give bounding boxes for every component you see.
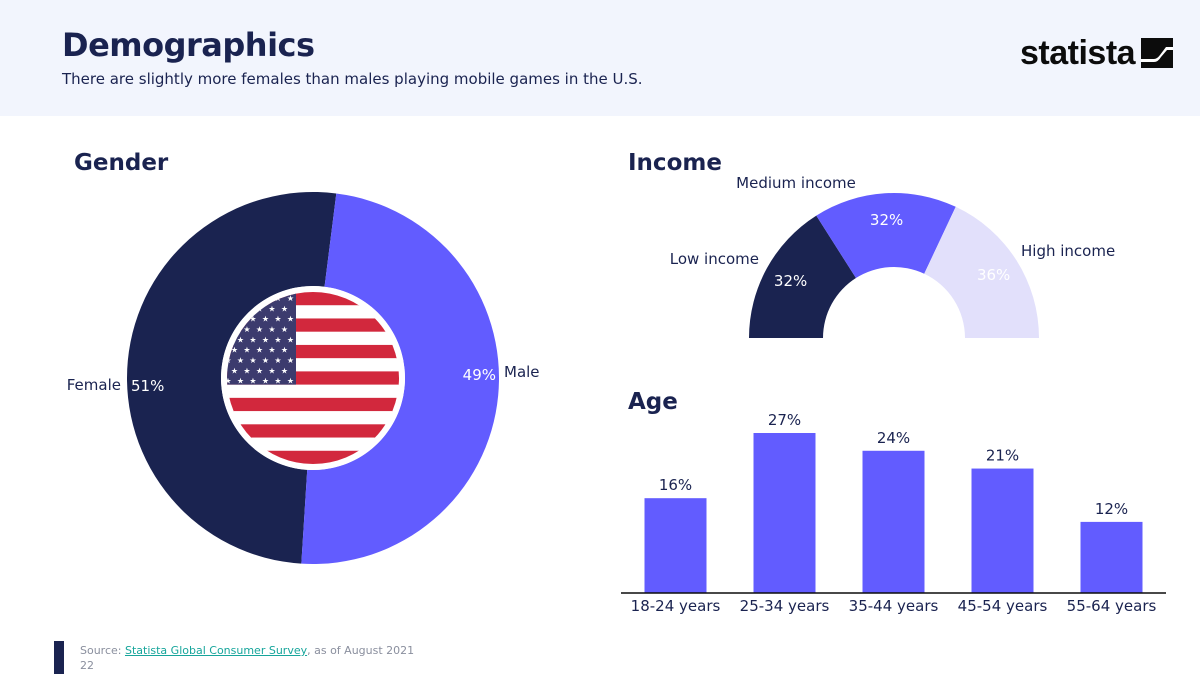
flag-star: ★ [268,366,275,375]
label-high-income: High income [1021,242,1115,260]
flag-star: ★ [287,356,294,365]
tick-45-54-years: 45-54 years [958,597,1048,615]
flag-star: ★ [249,356,256,365]
flag-star: ★ [281,304,288,313]
slice-high-income [924,206,1039,338]
income-title: Income [628,150,722,176]
flag-star: ★ [274,335,281,344]
age-bar-chart: 16% 18-24 years 27% 25-34 years 24% 35-44 yea… [621,411,1166,615]
flag-star: ★ [243,366,250,375]
flag-star: ★ [274,356,281,365]
flag-stripe [227,437,399,452]
flag-star: ★ [249,377,256,386]
logo-icon [1141,38,1174,68]
flag-star: ★ [243,325,250,334]
flag-star: ★ [224,356,231,365]
flag-stripe [227,397,399,412]
flag-star: ★ [231,346,238,355]
flag-star: ★ [262,315,269,324]
label-male: Male [504,363,540,381]
flag-star: ★ [237,356,244,365]
flag-star: ★ [287,315,294,324]
us-flag-icon: ★★★★★★★★★★★★★★★★★★★★★★★★★★★★★★★★★★★★★★★★… [221,286,405,470]
value-male: 49% [463,366,496,384]
value-low-income: 32% [774,272,807,290]
flag-stripe [227,384,399,399]
source-link[interactable]: Statista Global Consumer Survey [124,644,308,657]
value-medium-income: 32% [870,211,903,229]
flag-star: ★ [256,346,263,355]
logo-wordmark: statista [1020,34,1136,72]
income-half-donut-chart: 32% 32% 36% Low income Medium income High inc… [670,174,1115,338]
flag-star: ★ [256,366,263,375]
flag-star: ★ [287,294,294,303]
value-55-64-years: 12% [1095,500,1128,518]
tick-18-24-years: 18-24 years [631,597,721,615]
label-low-income: Low income [670,250,759,268]
flag-star: ★ [237,377,244,386]
flag-star: ★ [262,377,269,386]
gender-donut-chart: Female 51% 49% Male [67,192,540,564]
label-female: Female [67,376,121,394]
bar-18-24-years [644,498,707,593]
flag-star: ★ [281,346,288,355]
value-25-34-years: 27% [768,411,801,429]
page-number: 22 [80,659,94,672]
footer-accent-bar [54,641,64,674]
flag-star: ★ [262,335,269,344]
flag-star: ★ [231,366,238,375]
page-subtitle: There are slightly more females than mal… [62,70,643,88]
flag-star: ★ [249,315,256,324]
page-title: Demographics [62,26,315,64]
source-prefix: Source: [80,644,125,657]
flag-stripe [227,411,399,425]
flag-star: ★ [224,377,231,386]
tick-25-34-years: 25-34 years [740,597,830,615]
flag-star: ★ [237,335,244,344]
flag-stripe [227,424,399,439]
statista-logo[interactable]: statista [1020,34,1174,72]
tick-35-44-years: 35-44 years [849,597,939,615]
source-suffix: , as of August 2021 [307,644,415,657]
value-18-24-years: 16% [659,476,692,494]
flag-star: ★ [274,377,281,386]
slice-low-income [749,215,856,338]
header-band: Demographics There are slightly more fem… [0,0,1200,116]
flag-star: ★ [281,325,288,334]
value-female: 51% [131,377,164,395]
flag-star: ★ [256,325,263,334]
age-title: Age [628,389,678,415]
flag-star: ★ [249,335,256,344]
label-medium-income: Medium income [736,174,856,192]
slice-male [301,193,500,564]
flag-star: ★ [268,325,275,334]
tick-55-64-years: 55-64 years [1067,597,1157,615]
value-45-54-years: 21% [986,447,1019,465]
value-high-income: 36% [977,266,1010,284]
flag-star: ★ [287,335,294,344]
bar-45-54-years [971,468,1034,593]
flag-star: ★ [262,356,269,365]
flag-star: ★ [274,315,281,324]
flag-star: ★ [268,346,275,355]
bar-55-64-years [1080,521,1143,593]
flag-star: ★ [243,346,250,355]
gender-title: Gender [74,150,169,176]
slice-medium-income [816,193,956,279]
flag-star: ★ [287,377,294,386]
slice-female [127,192,337,564]
value-35-44-years: 24% [877,429,910,447]
bar-35-44-years [862,450,925,593]
flag-star: ★ [268,304,275,313]
bar-25-34-years [753,433,816,593]
flag-star: ★ [281,366,288,375]
footer: Source: Statista Global Consumer Survey,… [80,643,414,673]
